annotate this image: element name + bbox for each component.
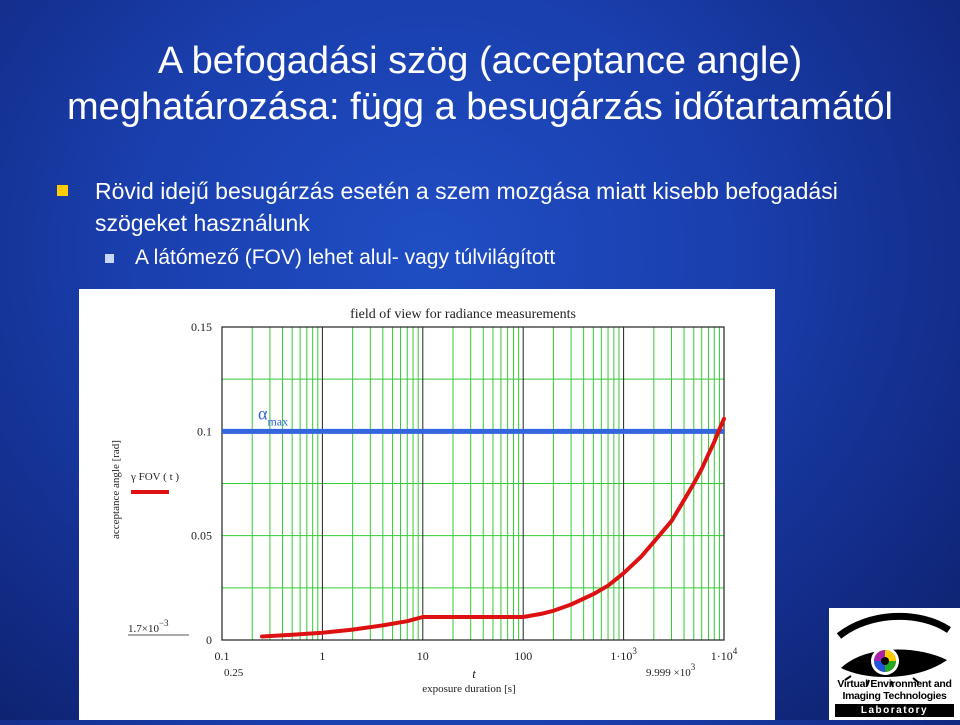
slide-title-line-1: A befogadási szög (acceptance angle) [157,40,803,82]
eye-logo-icon [836,612,951,688]
x-tick-label: 1·103 [610,646,637,663]
chart-panel: field of view for radiance measurements 0… [79,289,775,720]
x-variable-label: t [472,666,476,681]
x-tick-label: 10 [417,649,429,663]
bullet-square-icon [57,185,68,196]
x-tick-label: 1·104 [711,646,738,663]
sub-bullet-square-icon [105,254,114,263]
y-tick-label: 0.1 [197,424,212,438]
x-tick-label: 1 [319,649,325,663]
plot-frame [221,326,725,641]
x-tick-label: 100 [514,649,532,663]
x-axis-label: exposure duration [s] [422,683,515,695]
x-range-label-right: 9.999 ×103 [646,662,696,679]
logo-line-2: Imaging Technologies [842,690,947,702]
x-tick-label: 0.1 [215,649,230,663]
lab-logo: Virtual Environment and Imaging Technolo… [829,608,960,720]
y-tick-label: 0 [206,633,212,647]
fov-chart: field of view for radiance measurements 0… [110,307,738,695]
bullet-1-text: Rövid idejű besugárzás esetén a szem moz… [95,178,838,236]
slide-title-line-2: meghatározása: függ a besugárzás időtart… [67,86,893,128]
chart-title: field of view for radiance measurements [350,307,576,322]
y-axis-label: acceptance angle [rad] [110,440,122,539]
y-range-label: 1.7×10−3 [128,618,169,635]
slide-title: A befogadási szög (acceptance angle) meg… [0,38,960,130]
logo-line-3: Laboratory [835,704,954,717]
x-range-label-left: 0.25 [224,667,244,679]
logo-line-1: Virtual Environment and [837,678,952,690]
bullet-2-text: A látómező (FOV) lehet alul- vagy túlvil… [135,246,556,269]
legend-label: γ FOV ( t ) [130,471,179,483]
y-tick-label: 0.15 [191,320,212,334]
y-tick-label: 0.05 [191,529,212,543]
series-line-fov [260,416,726,639]
alpha-max-label: αmax [258,403,288,428]
